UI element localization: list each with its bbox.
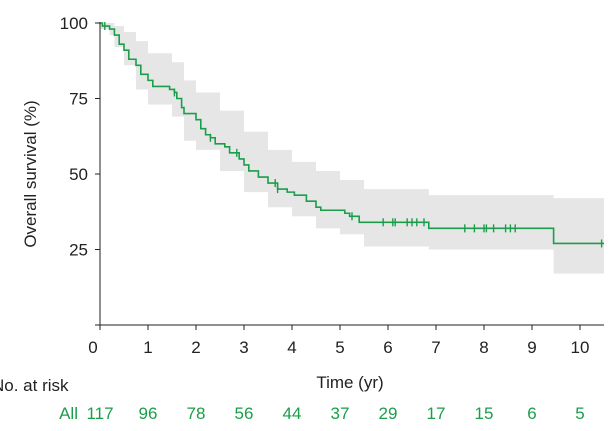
survival-curve bbox=[100, 22, 604, 245]
risk-count: 78 bbox=[187, 404, 206, 423]
y-tick-label: 100 bbox=[60, 14, 88, 33]
risk-table-group-label: All bbox=[59, 404, 78, 423]
x-tick-label: 1 bbox=[143, 338, 152, 357]
risk-count: 5 bbox=[575, 404, 584, 423]
x-tick-label: 4 bbox=[287, 338, 296, 357]
survival-curve-layer bbox=[100, 22, 604, 245]
confidence-band-layer bbox=[100, 23, 604, 274]
censor-marks-layer bbox=[104, 22, 603, 248]
tick-labels-layer: 25 50 75 100 0 1 2 3 4 5 6 7 8 9 10 bbox=[60, 14, 590, 357]
x-tick-label: 7 bbox=[431, 338, 440, 357]
x-tick-label: 10 bbox=[571, 338, 590, 357]
risk-count: 29 bbox=[379, 404, 398, 423]
x-tick-label: 2 bbox=[191, 338, 200, 357]
risk-count: 37 bbox=[331, 404, 350, 423]
y-tick-label: 25 bbox=[69, 241, 88, 260]
x-tick-label: 6 bbox=[383, 338, 392, 357]
risk-count: 6 bbox=[527, 404, 536, 423]
x-tick-label: 9 bbox=[527, 338, 536, 357]
x-tick-label: 3 bbox=[239, 338, 248, 357]
x-tick-label: 8 bbox=[479, 338, 488, 357]
risk-table-values: 117 96 78 56 44 37 29 17 15 6 5 bbox=[86, 404, 584, 423]
x-tick-label: 5 bbox=[335, 338, 344, 357]
y-axis-label: Overall survival (%) bbox=[21, 100, 40, 247]
risk-table-header: No. at risk bbox=[0, 376, 69, 395]
risk-count: 117 bbox=[86, 404, 113, 423]
risk-count: 15 bbox=[475, 404, 494, 423]
risk-count: 17 bbox=[427, 404, 446, 423]
risk-count: 44 bbox=[283, 404, 302, 423]
y-tick-label: 50 bbox=[69, 165, 88, 184]
y-tick-label: 75 bbox=[69, 90, 88, 109]
x-axis-label: Time (yr) bbox=[316, 373, 383, 392]
confidence-band bbox=[100, 23, 604, 274]
x-tick-label: 0 bbox=[88, 338, 97, 357]
risk-count: 96 bbox=[139, 404, 158, 423]
risk-count: 56 bbox=[235, 404, 254, 423]
axes-layer bbox=[95, 22, 604, 330]
